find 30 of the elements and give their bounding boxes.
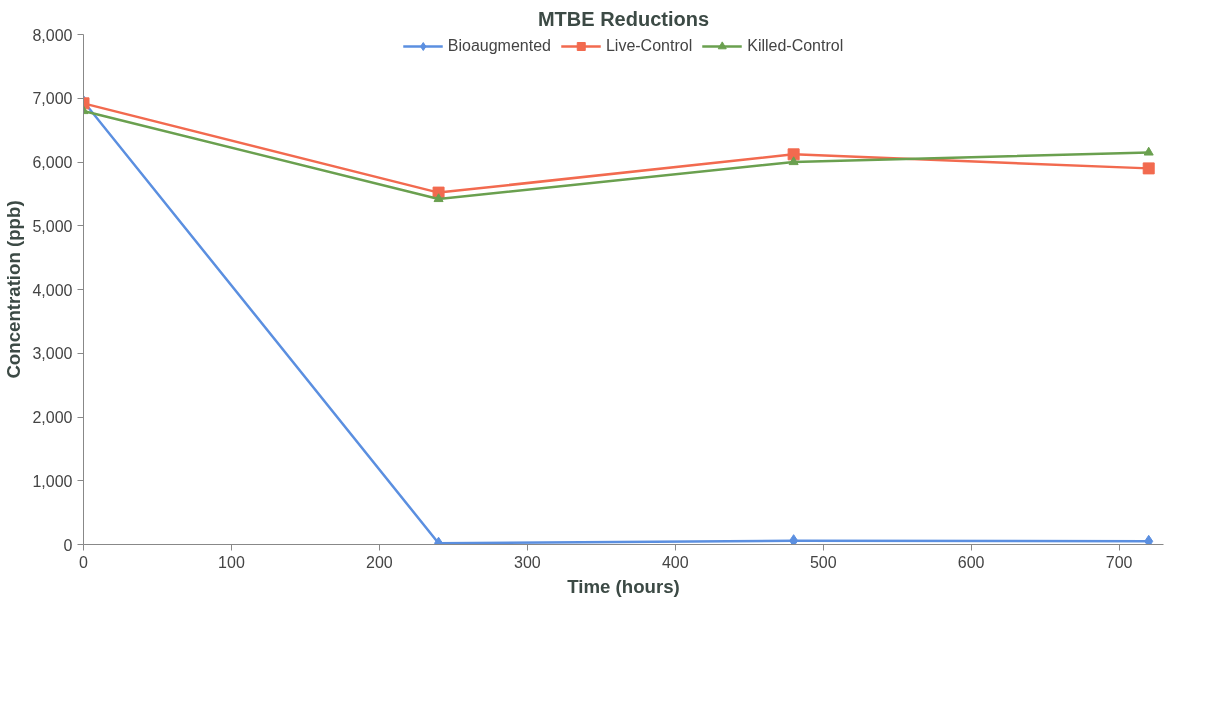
point (789, 534, 799, 545)
x-tick-label: 400 (661, 553, 689, 571)
x-tick-label: 100 (218, 553, 245, 571)
y-tick-label: 5,000 (32, 217, 73, 235)
x-tick-label: 700 (1105, 553, 1133, 571)
point (1143, 146, 1154, 156)
point (788, 156, 799, 166)
point (433, 193, 444, 203)
point (787, 148, 800, 161)
x-axis-title: Time (hours) (567, 575, 680, 597)
y-tick-label: 4,000 (32, 281, 73, 299)
legend-label: Killed-Control (747, 37, 844, 55)
point (1142, 162, 1155, 175)
y-tick-label: 2,000 (32, 409, 73, 426)
y-tick-label: 7,000 (32, 90, 73, 108)
y-tick-label: 8,000 (32, 26, 73, 44)
chart-title: MTBE Reductions (537, 7, 710, 30)
legend-label: Bioaugmented (447, 37, 551, 55)
x-tick-label: 0 (79, 553, 89, 571)
y-tick-label: 1,000 (32, 472, 73, 490)
y-axis-title: Concentration (ppb) (3, 200, 25, 379)
y-tick-label: 3,000 (32, 345, 73, 363)
point (1144, 534, 1154, 545)
y-tick-label: 0 (63, 536, 73, 554)
x-tick-label: 300 (513, 553, 541, 571)
y-tick-label: 6,000 (32, 154, 73, 171)
x-tick-label: 500 (809, 553, 837, 571)
x-tick-label: 200 (366, 553, 393, 571)
legend-label: Live-Control (605, 37, 693, 55)
x-tick-label: 600 (957, 553, 985, 571)
